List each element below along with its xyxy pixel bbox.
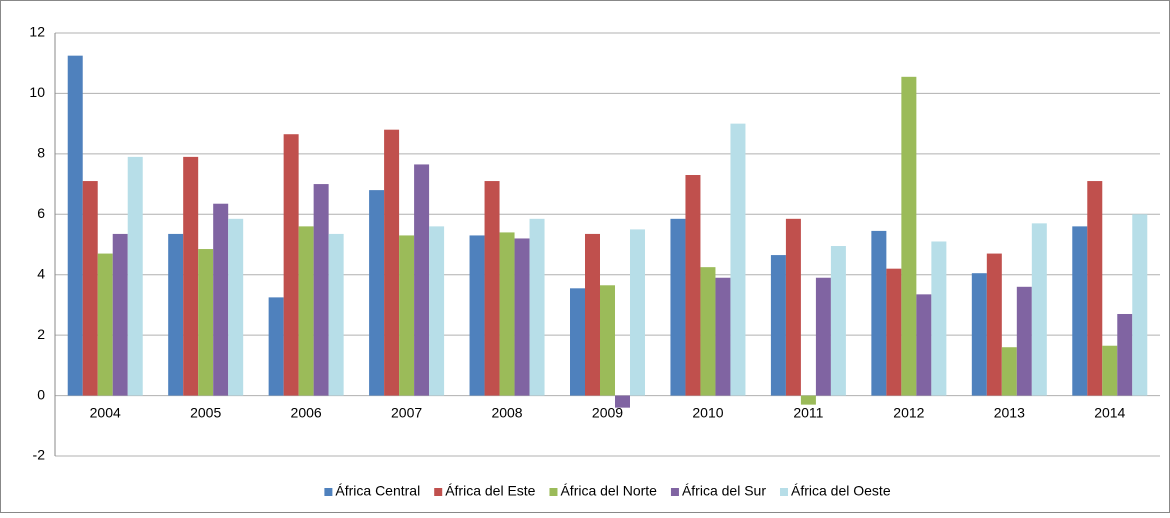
bar bbox=[800, 395, 816, 405]
bar bbox=[97, 253, 113, 396]
x-tick-label: 2009 bbox=[592, 404, 623, 420]
legend-label: África del Este bbox=[445, 483, 535, 499]
x-tick-label: 2014 bbox=[1094, 404, 1125, 420]
y-tick-label: 10 bbox=[29, 84, 45, 100]
bar bbox=[886, 268, 902, 396]
bar bbox=[213, 203, 229, 396]
bar bbox=[198, 249, 214, 396]
bar bbox=[313, 184, 329, 396]
bar bbox=[369, 190, 385, 396]
x-tick-label: 2013 bbox=[994, 404, 1025, 420]
legend-swatch bbox=[780, 488, 788, 496]
x-tick-label: 2008 bbox=[491, 404, 522, 420]
bar bbox=[168, 233, 184, 396]
bar bbox=[399, 235, 415, 396]
y-tick-label: 2 bbox=[37, 326, 45, 342]
bar bbox=[931, 241, 947, 396]
bar bbox=[585, 233, 600, 396]
bar bbox=[1016, 286, 1032, 396]
bar bbox=[1072, 226, 1088, 396]
bar bbox=[1031, 223, 1047, 396]
y-tick-label: 0 bbox=[37, 386, 45, 402]
bar bbox=[770, 255, 786, 396]
bar bbox=[715, 277, 731, 396]
bar bbox=[1001, 347, 1017, 396]
bar bbox=[112, 233, 128, 396]
bar bbox=[1132, 214, 1148, 396]
bar bbox=[600, 285, 615, 396]
bar bbox=[328, 233, 344, 396]
legend-swatch bbox=[549, 488, 558, 496]
bar bbox=[700, 267, 716, 396]
bar bbox=[971, 273, 987, 396]
bar bbox=[414, 164, 430, 396]
x-tick-label: 2012 bbox=[893, 404, 924, 420]
bar bbox=[283, 134, 299, 396]
x-tick-label: 2010 bbox=[692, 404, 723, 420]
bar bbox=[1102, 345, 1118, 396]
y-tick-label: 6 bbox=[37, 205, 45, 221]
bar bbox=[529, 218, 545, 396]
y-tick-label: -2 bbox=[33, 447, 46, 463]
bar bbox=[82, 181, 98, 396]
bar bbox=[785, 218, 801, 396]
legend-label: África del Oeste bbox=[791, 483, 891, 499]
bar bbox=[228, 218, 244, 396]
bar bbox=[268, 297, 284, 396]
bar bbox=[685, 175, 701, 396]
bar bbox=[986, 253, 1002, 396]
x-tick-label: 2006 bbox=[291, 404, 322, 420]
bar bbox=[469, 235, 485, 396]
bar bbox=[499, 232, 515, 396]
legend-label: África del Sur bbox=[682, 483, 766, 499]
bar bbox=[871, 230, 887, 396]
bar bbox=[127, 156, 143, 396]
bar bbox=[630, 229, 645, 396]
legend-swatch bbox=[434, 488, 443, 496]
bar bbox=[183, 156, 199, 396]
x-tick-label: 2007 bbox=[391, 404, 422, 420]
bar bbox=[830, 246, 846, 396]
bar bbox=[384, 129, 400, 396]
bar bbox=[1087, 181, 1103, 396]
x-tick-label: 2011 bbox=[793, 404, 823, 420]
legend-label: África del Norte bbox=[560, 483, 657, 499]
bar bbox=[67, 55, 83, 396]
bar bbox=[901, 76, 917, 396]
bar bbox=[1117, 313, 1133, 396]
legend-swatch bbox=[670, 488, 679, 496]
x-tick-label: 2005 bbox=[190, 404, 221, 420]
bar bbox=[484, 181, 500, 396]
bar bbox=[916, 294, 932, 396]
bar bbox=[670, 218, 686, 396]
y-tick-label: 4 bbox=[37, 265, 45, 281]
bar bbox=[815, 277, 831, 396]
legend-label: África Central bbox=[335, 483, 420, 499]
legend-swatch bbox=[324, 488, 333, 496]
x-tick-label: 2004 bbox=[90, 404, 121, 420]
bar bbox=[615, 395, 630, 408]
bar bbox=[730, 123, 746, 396]
y-tick-label: 12 bbox=[29, 24, 45, 40]
bar bbox=[429, 226, 445, 396]
bar bbox=[514, 238, 530, 396]
bar bbox=[570, 288, 585, 396]
y-tick-label: 8 bbox=[37, 145, 45, 161]
bar bbox=[298, 226, 314, 396]
